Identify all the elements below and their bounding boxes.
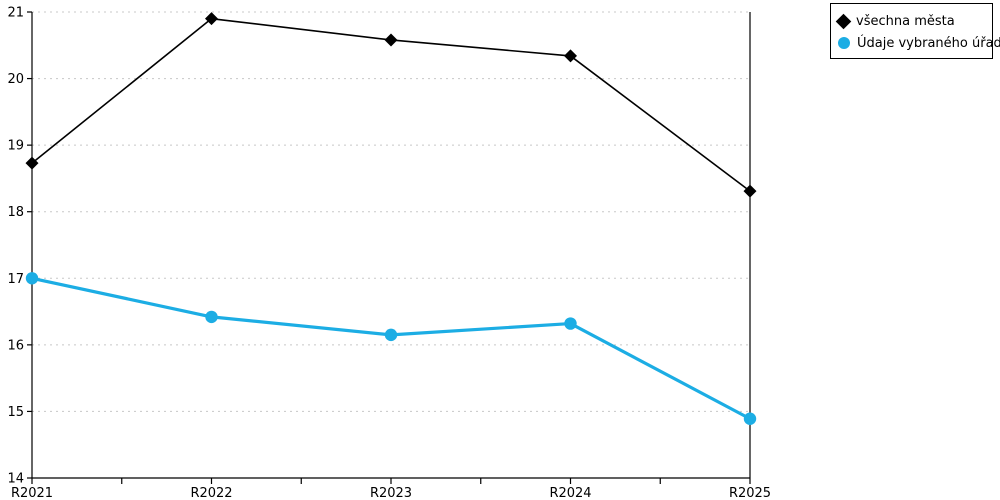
gridlines — [32, 11, 750, 479]
data-point-marker[interactable] — [564, 317, 577, 330]
data-point-marker[interactable] — [743, 412, 757, 425]
legend-label-all-cities: všechna města — [856, 13, 955, 29]
y-axis-tick-labels: 14 15 16 17 18 19 20 21 — [7, 6, 24, 487]
legend-label-selected-office: Údaje vybraného úřadu — [857, 35, 1000, 51]
data-point-marker[interactable] — [25, 272, 39, 285]
x-axis-tick-label: R2024 — [549, 486, 591, 500]
legend-entry-selected-office[interactable]: Údaje vybraného úřadu — [838, 32, 1000, 54]
legend-entry-all-cities[interactable]: všechna města — [835, 10, 985, 32]
y-axis-tick-label: 21 — [7, 6, 24, 21]
y-axis-tick-label: 19 — [7, 139, 24, 154]
data-point-marker[interactable] — [205, 12, 218, 26]
x-axis-tick-labels: R2021 R2022 R2023 R2024 R2025 — [11, 486, 771, 500]
x-axis-tick-label: R2023 — [370, 486, 412, 500]
data-point-marker[interactable] — [743, 184, 757, 198]
data-point-marker[interactable] — [205, 310, 218, 324]
data-series-group — [25, 12, 757, 425]
y-axis-tick-label: 18 — [7, 205, 24, 220]
chart-legend: všechna města Údaje vybraného úřadu — [830, 3, 1000, 59]
series-line-1 — [30, 276, 752, 421]
y-axis-tick-label: 15 — [7, 405, 24, 420]
y-axis-tick-label: 16 — [7, 338, 24, 353]
x-axis-tick-label: R2022 — [190, 486, 232, 500]
x-axis-tick-label: R2021 — [11, 486, 53, 500]
x-axis-tick-label: R2025 — [729, 486, 771, 500]
y-axis-tick-label: 20 — [7, 72, 24, 87]
y-axis-ticks — [27, 11, 32, 479]
data-point-marker[interactable] — [25, 156, 39, 170]
y-axis-tick-label: 14 — [7, 472, 24, 487]
x-axis-ticks — [31, 478, 751, 484]
circle-marker-icon — [838, 37, 850, 49]
data-point-marker[interactable] — [384, 33, 398, 47]
y-axis-tick-label: 17 — [7, 272, 24, 287]
data-point-marker[interactable] — [564, 49, 577, 63]
diamond-marker-icon — [835, 13, 852, 29]
data-point-marker[interactable] — [384, 328, 398, 342]
